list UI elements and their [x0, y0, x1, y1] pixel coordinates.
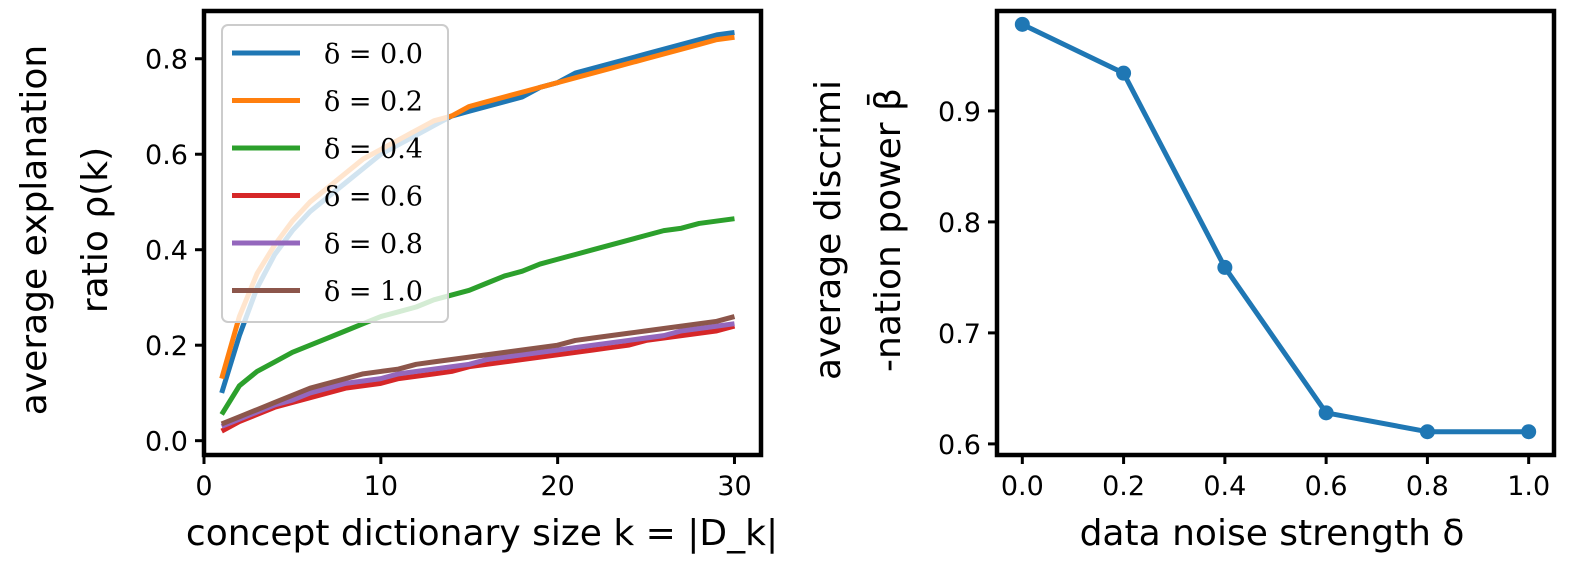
right-x-tick-label: 0.6 [1305, 471, 1348, 502]
left-x-tick-label: 0 [195, 471, 212, 502]
right-data-point [1419, 424, 1435, 440]
right-y-tick-label: 0.7 [938, 319, 981, 350]
left-series-line-3 [220, 323, 736, 434]
left-x-tick-label: 30 [717, 471, 751, 502]
right-x-tick-label: 1.0 [1507, 471, 1550, 502]
right-y-ticks: 0.6 0.7 0.8 0.9 [938, 97, 997, 461]
right-x-tick-label: 0.0 [1001, 471, 1044, 502]
legend-label: δ = 0.4 [324, 134, 423, 165]
right-series-group [1014, 16, 1537, 440]
right-y-tick-label: 0.6 [938, 430, 981, 461]
left-y-axis-label-line2: ratio ρ(k) [75, 147, 116, 313]
right-x-tick-label: 0.4 [1203, 471, 1246, 502]
left-y-tick-label: 0.6 [145, 140, 188, 171]
right-plot-frame [994, 8, 1557, 458]
right-data-point [1521, 424, 1537, 440]
left-x-axis-label: concept dictionary size k = |D_k| [186, 513, 778, 554]
legend-label: δ = 0.2 [324, 87, 423, 118]
left-series-line-5 [220, 314, 736, 427]
right-data-point [1318, 405, 1334, 421]
legend-label: δ = 0.6 [324, 182, 423, 213]
right-data-point [1014, 16, 1030, 32]
left-y-ticks: 0.0 0.2 0.4 0.6 0.8 [145, 45, 204, 458]
left-y-tick-label: 0.2 [145, 331, 188, 362]
legend-label: δ = 0.0 [324, 39, 423, 70]
right-series-line-0 [1021, 22, 1529, 435]
legend-label: δ = 1.0 [324, 277, 423, 308]
left-y-tick-label: 0.4 [145, 236, 188, 267]
explanation-ratio-chart: δ = 0.0 δ = 0.2 δ = 0.4 δ = 0.6 δ = 0.8 δ = 1… [14, 8, 778, 554]
left-plot-frame [201, 8, 764, 458]
right-y-tick-label: 0.9 [938, 97, 981, 128]
right-x-axis-label: data noise strength δ [1080, 513, 1465, 554]
right-y-tick-label: 0.8 [938, 208, 981, 239]
left-series-line-2 [219, 216, 735, 416]
left-x-ticks: 0 10 20 30 [195, 455, 752, 502]
right-x-tick-label: 0.2 [1102, 471, 1145, 502]
left-x-tick-label: 10 [364, 471, 398, 502]
right-data-point [1217, 259, 1233, 275]
left-y-tick-label: 0.0 [145, 427, 188, 458]
discrimination-power-chart: 0.0 0.2 0.4 0.6 0.8 1.0 0.6 0.7 0.8 0.9 data noi… [808, 8, 1557, 554]
right-x-ticks: 0.0 0.2 0.4 0.6 0.8 1.0 [1001, 455, 1550, 502]
left-y-axis-label-line1: average explanation [14, 45, 55, 415]
right-x-tick-label: 0.8 [1406, 471, 1449, 502]
left-x-tick-label: 20 [540, 471, 574, 502]
right-y-axis-label-line2: -nation power β̄ [866, 88, 909, 372]
left-series-line-4 [220, 321, 735, 429]
legend: δ = 0.0 δ = 0.2 δ = 0.4 δ = 0.6 δ = 0.8 δ = 1… [221, 24, 449, 323]
legend-label: δ = 0.8 [324, 229, 423, 260]
left-y-tick-label: 0.8 [145, 45, 188, 76]
right-data-point [1116, 65, 1132, 81]
right-y-axis-label-line1: average discrimi [808, 80, 849, 380]
